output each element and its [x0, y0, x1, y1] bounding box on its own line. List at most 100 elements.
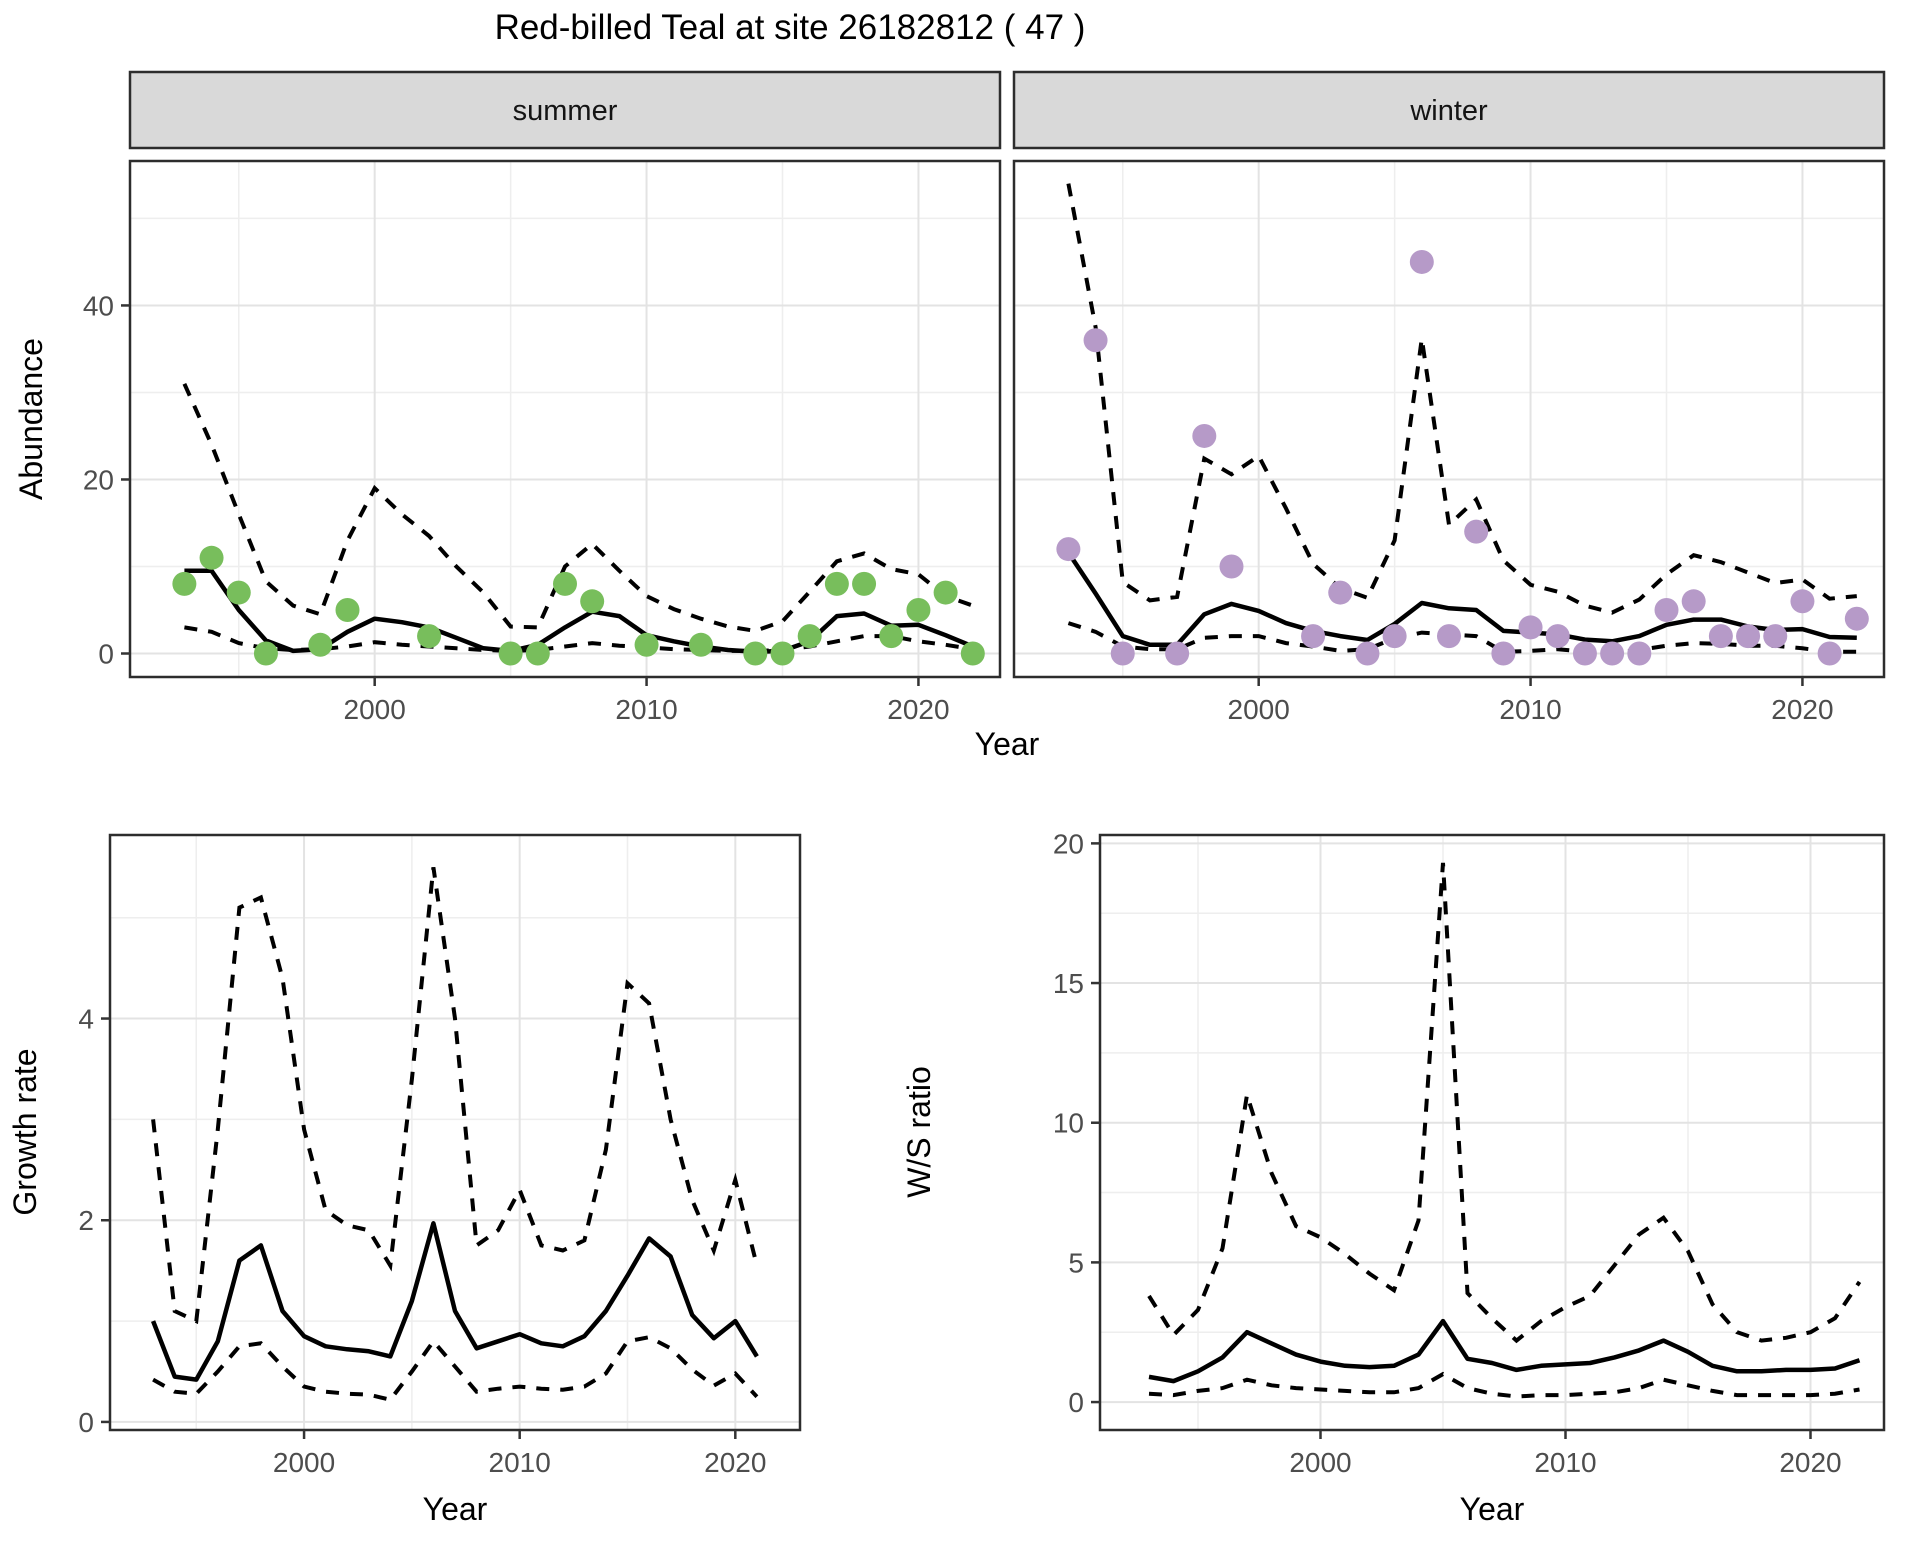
y-tick-label: 0	[1068, 1387, 1084, 1418]
y-tick-label: 5	[1068, 1247, 1084, 1278]
data-point-abundance_summer	[743, 641, 768, 666]
panel-border	[1098, 833, 1886, 1432]
ci-upper-line	[1147, 862, 1862, 1344]
ci-upper-line	[1066, 183, 1857, 615]
panel-background	[1014, 161, 1884, 677]
data-point-abundance_winter	[1518, 615, 1543, 640]
data-point-abundance_summer	[498, 641, 523, 666]
ci-upper-line	[182, 382, 974, 633]
data-point-abundance_summer	[417, 624, 442, 649]
data-point-abundance_summer	[797, 624, 822, 649]
data-point-abundance_winter	[1545, 624, 1570, 649]
mean-line	[151, 1221, 759, 1382]
data-point-abundance_winter	[1736, 624, 1761, 649]
y-tick-label: 10	[1053, 1108, 1084, 1139]
ci-upper-line	[151, 867, 759, 1325]
mean-line	[1148, 1318, 1861, 1384]
data-point-abundance_winter	[1600, 641, 1625, 666]
axis-title: Year	[975, 726, 1040, 762]
data-point-abundance_winter	[1219, 554, 1244, 579]
facet-strip-label: winter	[1409, 95, 1488, 127]
data-point-abundance_winter	[1409, 249, 1434, 274]
x-tick-label: 2020	[704, 1447, 766, 1478]
axis-title: Abundance	[13, 338, 49, 500]
panel-ws_ratio: 2000 2010 2020 0 5 10 15 20	[1053, 828, 1886, 1478]
data-point-abundance_winter	[1382, 624, 1407, 649]
ci-lower-line	[152, 1335, 759, 1402]
data-point-abundance_winter	[1708, 624, 1733, 649]
figure-title: Red-billed Teal at site 26182812 ( 47 )	[494, 8, 1086, 47]
axis-title: Year	[423, 1491, 488, 1527]
x-tick-label: 2020	[1779, 1447, 1841, 1478]
data-point-abundance_winter	[1817, 641, 1842, 666]
ci-lower-line	[1148, 1371, 1860, 1399]
x-tick-label: 2010	[1499, 694, 1561, 725]
data-point-abundance_winter	[1654, 597, 1679, 622]
facet-strip-label: summer	[513, 95, 618, 127]
data-point-abundance_summer	[852, 571, 877, 596]
data-point-abundance_summer	[525, 641, 550, 666]
data-point-abundance_winter	[1790, 589, 1815, 614]
data-point-abundance_summer	[960, 641, 985, 666]
data-point-abundance_summer	[172, 571, 197, 596]
data-point-abundance_summer	[634, 632, 659, 657]
data-point-abundance_winter	[1165, 641, 1190, 666]
y-tick-label: 4	[78, 1004, 94, 1035]
panel-background	[110, 835, 800, 1430]
data-point-abundance_summer	[933, 580, 958, 605]
data-point-abundance_winter	[1763, 624, 1788, 649]
data-point-abundance_winter	[1844, 606, 1869, 631]
mean-line	[1066, 551, 1857, 648]
data-point-abundance_summer	[553, 571, 577, 596]
panel-abundance_winter: 2000 2010 2020 winter	[1012, 70, 1886, 725]
data-point-abundance_summer	[308, 632, 333, 657]
data-point-abundance_summer	[199, 545, 224, 570]
x-tick-label: 2020	[1771, 694, 1833, 725]
x-tick-label: 2010	[615, 694, 677, 725]
axis-title: Growth rate	[7, 1048, 43, 1215]
y-tick-label: 20	[1053, 828, 1084, 859]
x-tick-label: 2000	[344, 694, 406, 725]
data-point-abundance_winter	[1328, 580, 1353, 605]
panel-growth_rate: 2000 2010 2020 0 2 4	[78, 833, 802, 1478]
x-tick-label: 2020	[887, 694, 949, 725]
panel-border	[1012, 159, 1886, 679]
data-point-abundance_winter	[1627, 641, 1652, 666]
axis-title: Year	[1460, 1491, 1525, 1527]
facet-strip	[128, 70, 1002, 150]
x-tick-label: 2010	[1534, 1447, 1596, 1478]
panel-border	[108, 833, 802, 1432]
y-tick-label: 0	[78, 1407, 94, 1438]
y-tick-label: 15	[1053, 968, 1084, 999]
panel-border	[128, 159, 1002, 679]
data-point-abundance_summer	[688, 632, 713, 657]
panel-abundance_summer: 2000 2010 2020 0 20 40 summer	[83, 70, 1002, 725]
y-tick-label: 20	[83, 464, 114, 495]
data-point-abundance_winter	[1464, 519, 1489, 544]
panel-background	[1100, 835, 1884, 1430]
data-point-abundance_summer	[253, 641, 278, 666]
data-point-abundance_winter	[1056, 537, 1081, 562]
x-tick-label: 2000	[1289, 1447, 1351, 1478]
data-point-abundance_winter	[1083, 328, 1108, 353]
data-point-abundance_summer	[824, 571, 849, 596]
data-point-abundance_summer	[770, 641, 795, 666]
x-tick-label: 2000	[1228, 694, 1290, 725]
data-point-abundance_summer	[906, 597, 931, 622]
y-tick-label: 0	[98, 639, 114, 670]
data-point-abundance_summer	[580, 589, 605, 614]
panel-background	[130, 161, 1000, 677]
data-point-abundance_winter	[1437, 624, 1461, 649]
data-point-abundance_summer	[335, 597, 360, 622]
y-tick-label: 2	[78, 1205, 94, 1236]
data-point-abundance_winter	[1681, 589, 1706, 614]
data-point-abundance_summer	[879, 624, 904, 649]
data-point-abundance_winter	[1301, 624, 1326, 649]
data-point-abundance_winter	[1491, 641, 1516, 666]
data-point-abundance_winter	[1355, 641, 1380, 666]
x-tick-label: 2010	[489, 1447, 551, 1478]
data-point-abundance_winter	[1572, 641, 1597, 666]
axis-title: W/S ratio	[901, 1066, 937, 1198]
